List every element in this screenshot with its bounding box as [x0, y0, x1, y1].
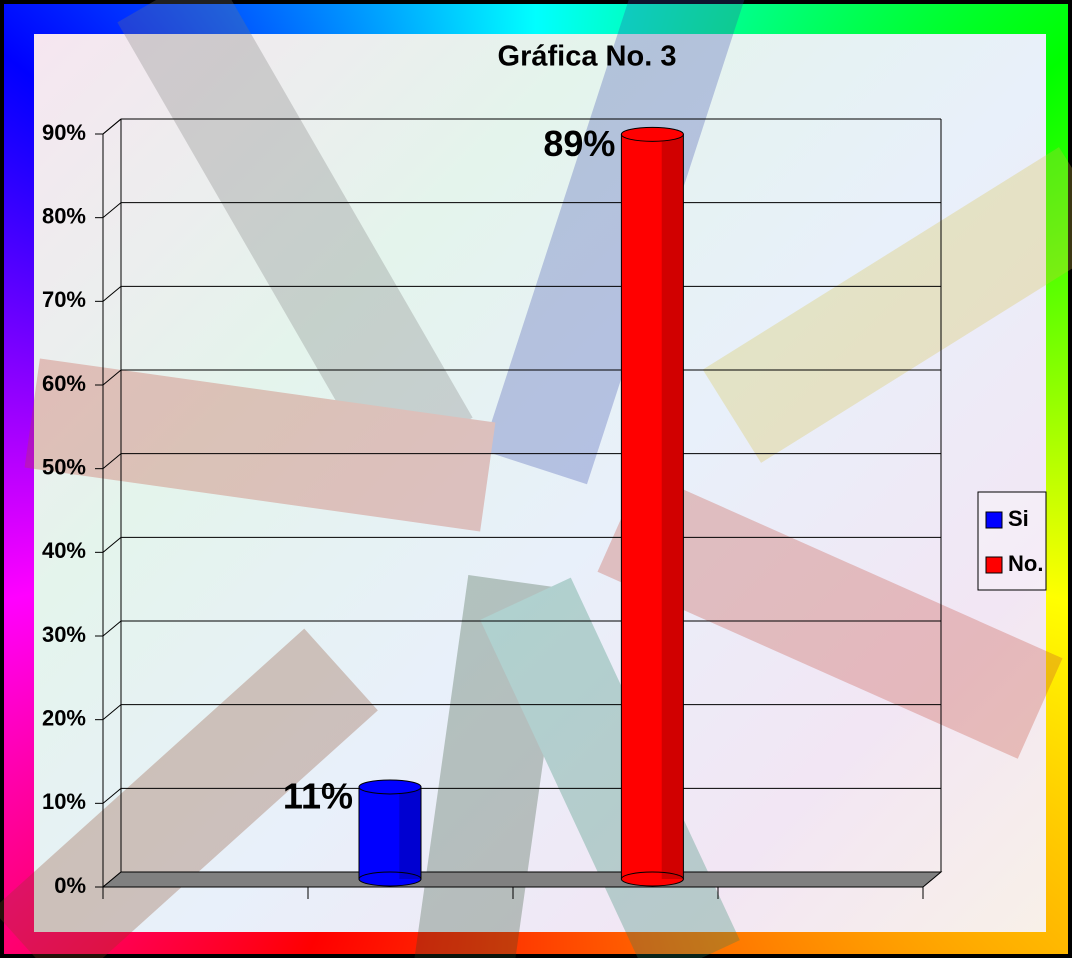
grid-line-side: [103, 119, 121, 134]
legend-label: No.: [1008, 551, 1043, 576]
grid-line-side: [103, 203, 121, 218]
bar-shade: [662, 134, 684, 879]
value-label: 11%: [283, 775, 353, 816]
y-tick-label: 30%: [42, 622, 86, 647]
y-tick-label: 40%: [42, 538, 86, 563]
bar-top: [621, 127, 683, 141]
floor: [103, 872, 941, 887]
y-tick-label: 20%: [42, 705, 86, 730]
grid-line-side: [103, 621, 121, 636]
bar-shade: [399, 787, 421, 879]
crayon-decoration: [0, 0, 1072, 958]
legend-swatch: [986, 512, 1002, 528]
y-tick-label: 10%: [42, 789, 86, 814]
grid-line-side: [103, 537, 121, 552]
value-label: 89%: [543, 123, 615, 164]
y-tick-label: 70%: [42, 287, 86, 312]
grid-line-side: [103, 286, 121, 301]
y-tick-label: 0%: [54, 873, 86, 898]
bar-top: [359, 780, 421, 794]
y-tick-label: 50%: [42, 454, 86, 479]
y-tick-label: 60%: [42, 371, 86, 396]
legend-label: Si: [1008, 506, 1029, 531]
chart-title: Gráfica No. 3: [498, 41, 677, 73]
chart: Gráfica No. 3 0% 10% 20% 30% 40% 50% 60% 70% 80%…: [0, 0, 1072, 958]
y-tick-label: 90%: [42, 120, 86, 145]
y-tick-label: 80%: [42, 203, 86, 228]
legend-swatch: [986, 557, 1002, 573]
grid-line-side: [103, 705, 121, 720]
